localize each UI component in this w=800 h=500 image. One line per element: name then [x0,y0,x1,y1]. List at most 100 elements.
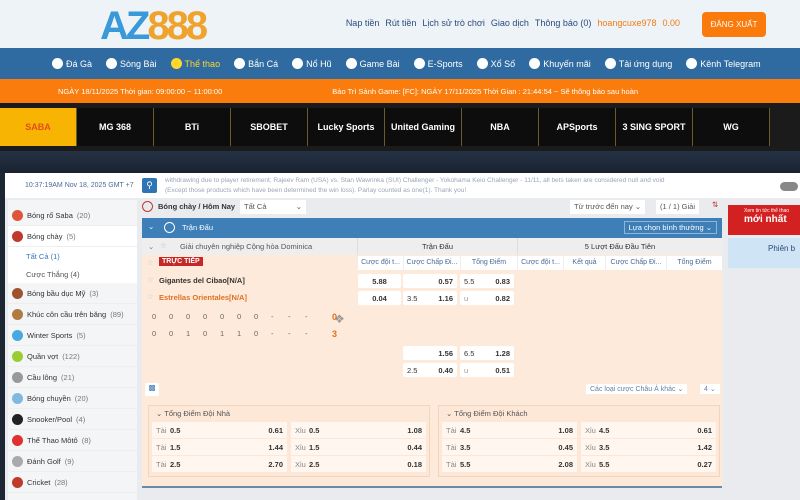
provider-tile[interactable]: APSports [539,108,616,146]
nav-item[interactable]: Thể thao [170,58,220,69]
withdraw-link[interactable]: Rút tiền [385,18,417,28]
sidebar-item[interactable]: Quần vợt (122) [8,346,137,367]
nav-item[interactable]: Đá Gà [52,58,92,69]
sidebar-subitem[interactable]: Cược Thắng (4) [8,265,137,283]
provider-tile[interactable]: Lucky Sports [308,108,385,146]
provider-tile[interactable]: SBOBET [231,108,308,146]
bet-option[interactable]: Tài 5.5 2.08 [442,456,577,472]
column-header[interactable]: Cược đội t... [357,256,403,270]
filter-select[interactable]: Tất Cả ⌄ [240,200,306,214]
provider-tile[interactable]: WG [693,108,770,146]
sidebar-item[interactable]: Bóng rổ Saba (20) [8,205,137,226]
provider-tile[interactable]: NBA [462,108,539,146]
nav-item[interactable]: Xổ Số [476,58,515,69]
pagination[interactable]: (1 / 1) Giải [656,200,700,214]
home-team[interactable]: Gigantes del Cibao[N/A] [159,276,245,285]
bet-option[interactable]: Tài 3.5 0.45 [442,439,577,455]
news-ad[interactable]: Xem tin tức thể thao mới nhất Phiên b [728,205,800,272]
other-bets-select[interactable]: Các loại cược Châu Á khác ⌄ [586,384,688,394]
sidebar-item[interactable]: Đánh Golf (9) [8,451,137,472]
panel-header[interactable]: ⌄ Tổng Điểm Đội Khách [446,409,528,418]
bet-option[interactable]: Xỉu 4.5 0.61 [581,422,716,438]
sidebar-subitem[interactable]: Tất Cả (1) [8,247,137,265]
bet-option[interactable]: Tài 1.5 1.44 [152,439,287,455]
sport-icon [12,308,23,320]
ad-banner-blue[interactable]: Phiên b [728,238,800,268]
sidebar-item[interactable]: Snooker/Pool (4) [8,409,137,430]
bet-option[interactable]: Tài 0.5 0.61 [152,422,287,438]
sport-icon [12,287,23,299]
logout-button[interactable]: ĐĂNG XUẤT [702,12,766,37]
transactions-link[interactable]: Giao dịch [490,18,529,28]
league-row[interactable] [142,238,357,255]
odds-handicap-home[interactable]: 0.57 [403,274,457,288]
bet-option[interactable]: Xỉu 2.5 0.18 [291,456,426,472]
bet-option[interactable]: Xỉu 0.5 1.08 [291,422,426,438]
deposit-link[interactable]: Nap tiền [345,18,380,28]
logo[interactable]: AZ888 [100,4,208,48]
period-select[interactable]: Từ trước đến nay ⌄ [570,200,646,214]
sidebar-item[interactable]: Bóng bầu dục Mỹ (3) [8,283,137,304]
count-select[interactable]: 4 ⌄ [700,384,720,394]
sidebar-item[interactable]: Cầu lông (21) [8,367,137,388]
nav-item[interactable]: Tải ứng dụng [604,58,672,69]
bet-option[interactable]: Xỉu 1.5 0.44 [291,439,426,455]
odds-under[interactable]: u 0.82 [460,291,514,305]
column-header[interactable]: Tổng Điểm [460,256,517,270]
odds-handicap-away[interactable]: 2.5 0.40 [403,363,457,377]
odds-over[interactable]: 6.5 1.28 [460,346,514,360]
nav-item[interactable]: Nổ Hũ [292,58,332,69]
username[interactable]: hoangcuxe978 [597,18,657,28]
sidebar-item[interactable]: Cricket (28) [8,472,137,493]
odds-handicap-home[interactable]: 1.56 [403,346,457,360]
panel-header[interactable]: ⌄ Tổng Điểm Đội Nhà [156,409,231,418]
column-header[interactable]: Tổng Điểm [666,256,722,270]
odds-moneyline-away[interactable]: 0.04 [358,291,401,305]
nav-item[interactable]: Kênh Telegram [686,58,761,69]
odds-over[interactable]: 5.5 0.83 [460,274,514,288]
odds-under[interactable]: u 0.51 [460,363,514,377]
notifications-link[interactable]: Thông báo (0) [534,18,592,28]
provider-tile[interactable]: SABA [0,108,77,146]
nav-item[interactable]: Bắn Cá [234,58,278,69]
bet-option[interactable]: Xỉu 3.5 1.42 [581,439,716,455]
sort-icon[interactable]: ⇅ [712,200,719,209]
sidebar-item[interactable]: Khúc côn cầu trên băng (89) [8,304,137,325]
under-label: u [464,365,469,375]
star-icon[interactable]: ☆ [147,292,154,301]
provider-tile[interactable]: MG 368 [77,108,154,146]
star-icon[interactable]: ☆ [160,241,167,250]
ad-banner-red[interactable]: Xem tin tức thể thao mới nhất [728,205,800,235]
nav-item[interactable]: Sòng Bài [106,58,157,69]
sidebar-item[interactable]: Bóng chày (5) [8,226,137,247]
main-content: Bóng chày / Hôm Nay Tất Cả ⌄ Từ trước đến… [140,198,725,488]
star-icon[interactable]: ☆ [147,275,154,284]
column-header[interactable]: Kết quả [563,256,605,270]
sidebar-item[interactable]: Winter Sports (5) [8,325,137,346]
column-header[interactable]: Cược đội t... [517,256,563,270]
bet-option[interactable]: Xỉu 5.5 0.27 [581,456,716,472]
search-button[interactable]: ⚲ [142,178,157,193]
column-header[interactable]: Cược Chấp Đi... [403,256,460,270]
toggle-switch[interactable] [780,182,798,191]
sort-mode-select[interactable]: Lựa chọn bình thường ⌄ [623,221,717,234]
column-header[interactable]: Cược Chấp Đi... [605,256,666,270]
odds-moneyline-home[interactable]: 5.88 [358,274,401,288]
nav-item[interactable]: Game Bài [345,58,400,69]
bet-option[interactable]: Tài 4.5 1.08 [442,422,577,438]
nav-item[interactable]: Khuyến mãi [529,58,591,69]
history-link[interactable]: Lịch sử trò chơi [422,18,485,28]
provider-tile[interactable]: United Gaming [385,108,462,146]
odds-handicap-away[interactable]: 3.5 1.16 [403,291,457,305]
bet-option[interactable]: Tài 2.5 2.70 [152,456,287,472]
nav-item[interactable]: E-Sports [413,58,463,69]
section-bar[interactable]: ⌄ Trận Đấu Lựa chọn bình thường ⌄ [142,218,722,238]
provider-tile[interactable]: 3 SING SPORT [616,108,693,146]
stats-icon[interactable]: ▩ [145,383,159,396]
star-icon[interactable]: ☆ [147,258,154,267]
away-team[interactable]: Estrellas Orientales[N/A] [159,293,247,302]
sport-icon [12,392,23,404]
sidebar-item[interactable]: Bóng chuyền (20) [8,388,137,409]
sidebar-item[interactable]: Thể Thao Môtô (8) [8,430,137,451]
provider-tile[interactable]: BTi [154,108,231,146]
